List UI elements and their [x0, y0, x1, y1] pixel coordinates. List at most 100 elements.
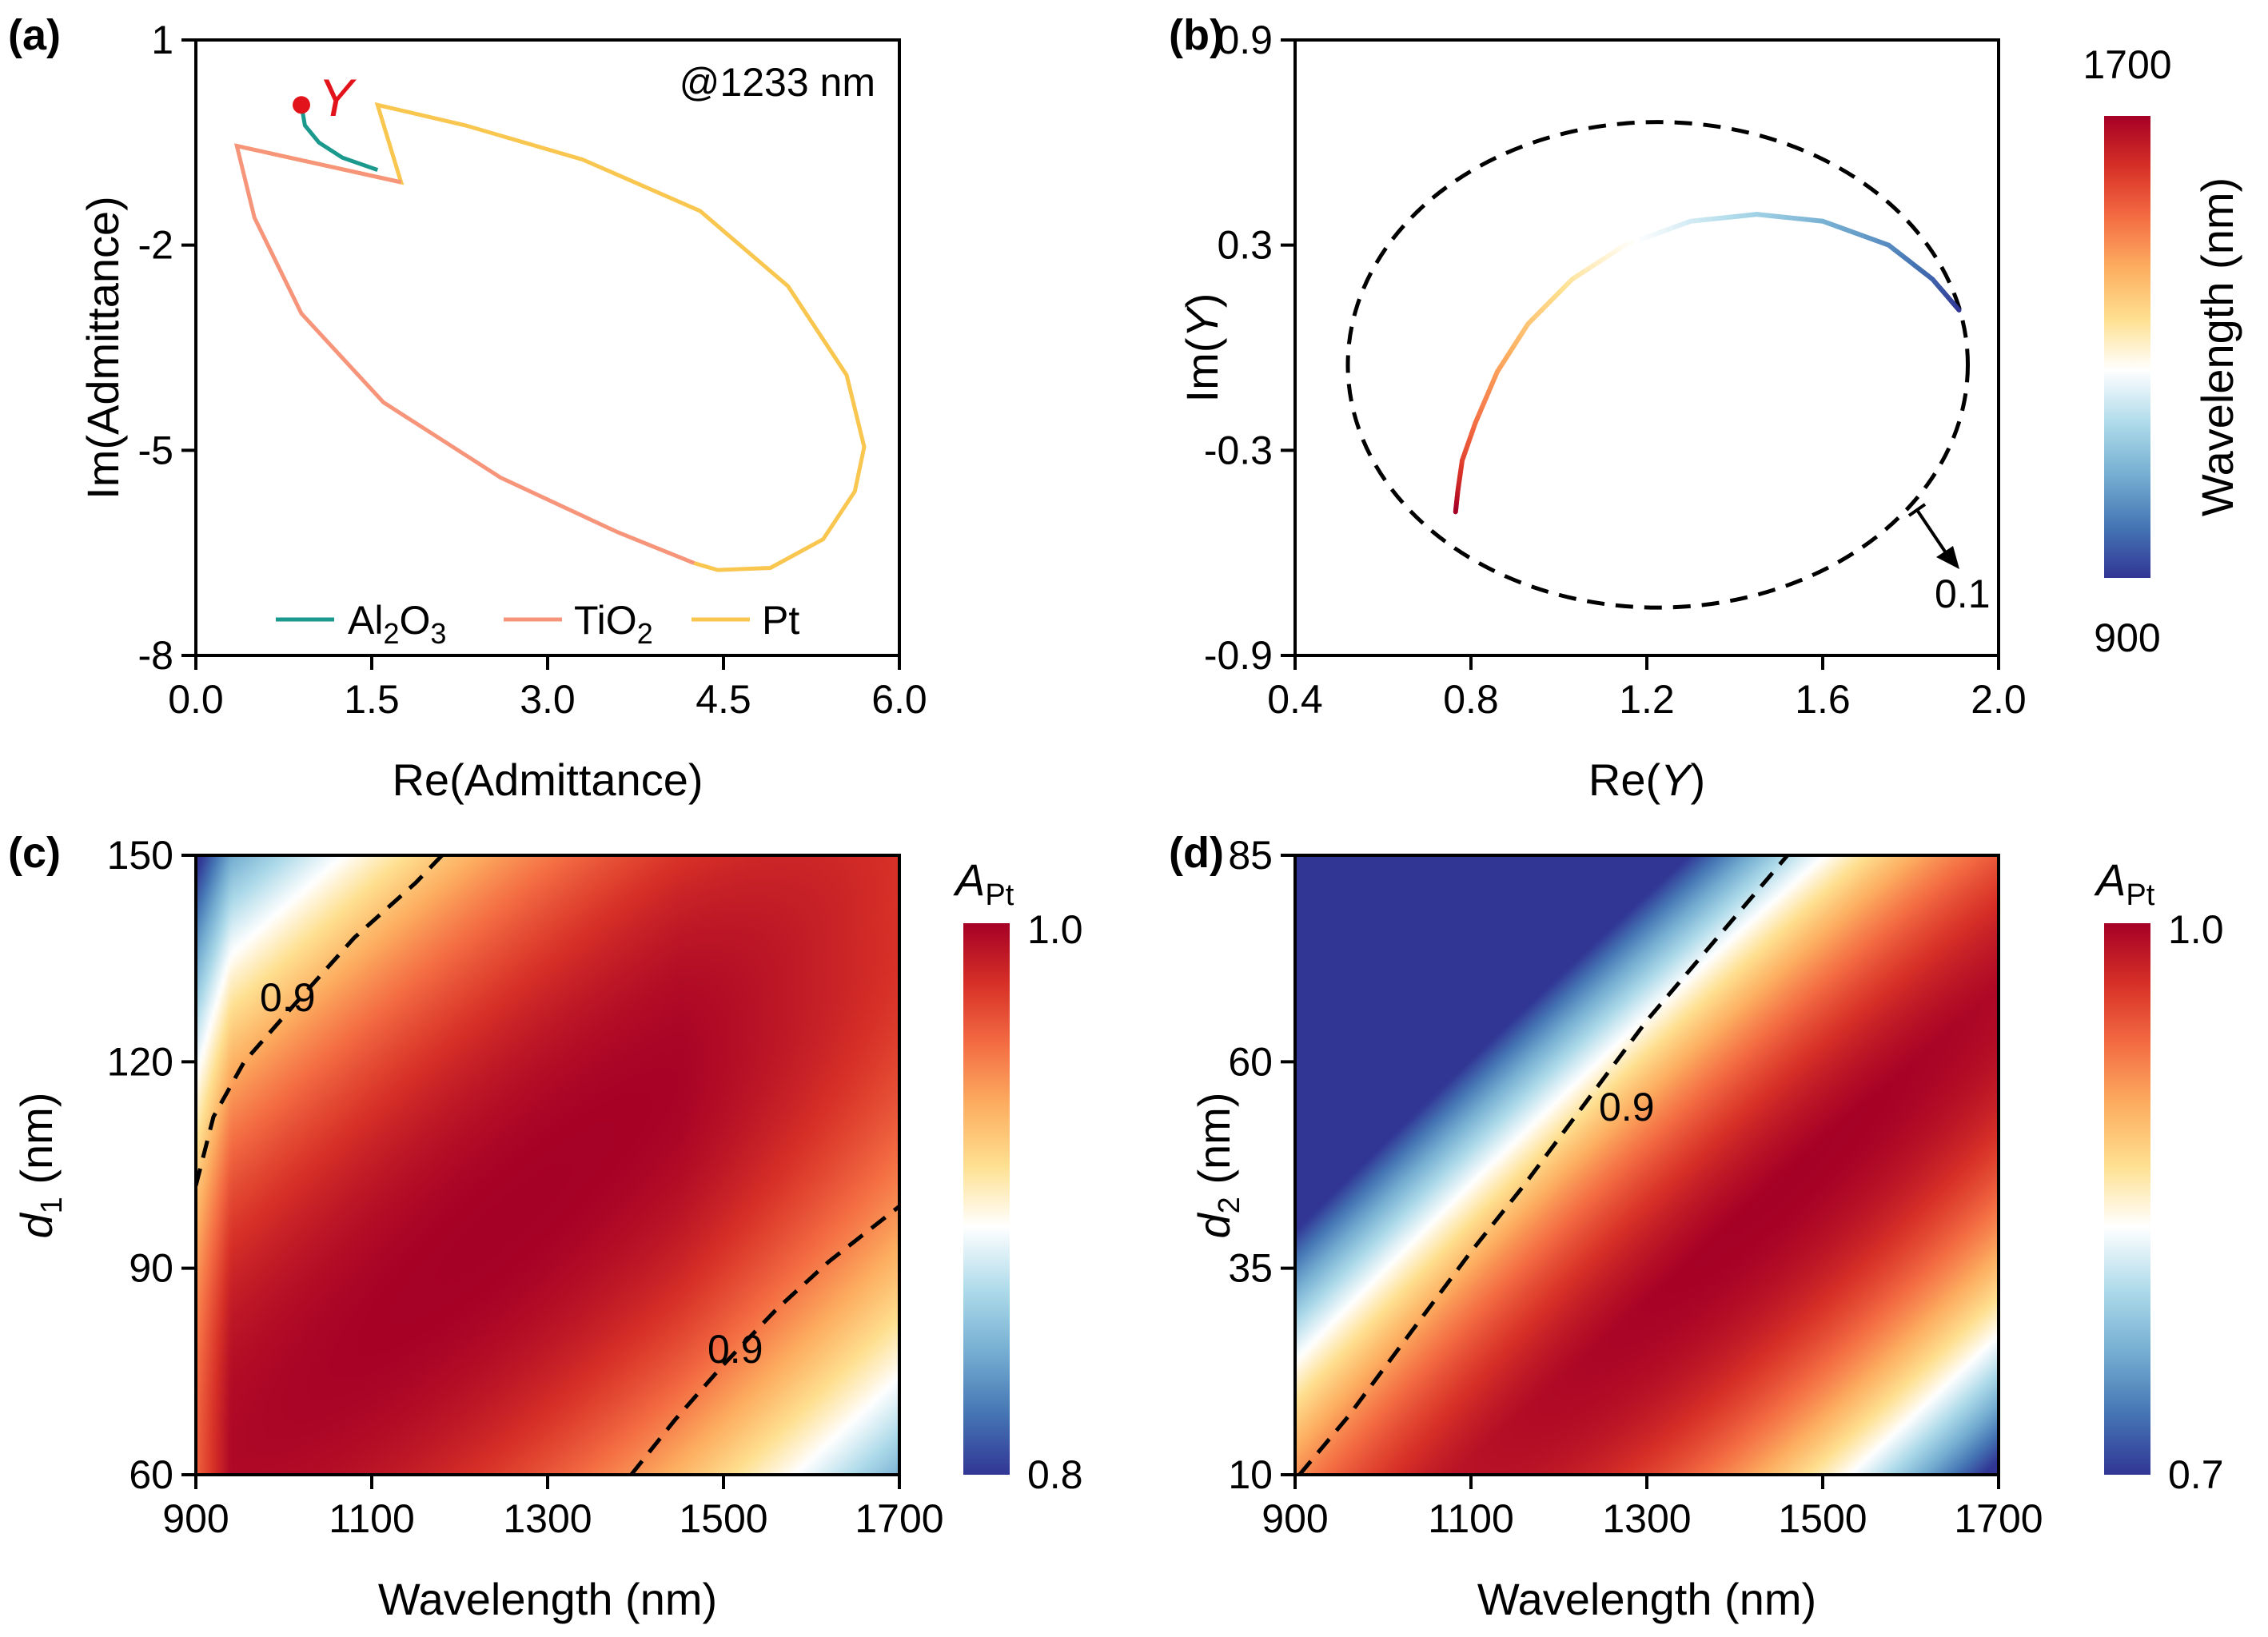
colorbar-d-gradient	[2104, 923, 2150, 1475]
panel-a-ylabel: Im(Admittance)	[78, 196, 128, 500]
contour-line	[1297, 855, 1789, 1475]
panel-b-colorbar: 1700 900 Wavelength (nm)	[2083, 42, 2242, 660]
x-tick-label: 6.0	[871, 677, 927, 722]
panel-d-yticks: 85 60 35 10	[1228, 833, 1295, 1497]
panel-a: (a) Im(Admittance) Re(Admittance) @1233 …	[8, 11, 927, 805]
x-tick-label: 1.2	[1619, 677, 1675, 722]
circle-0.1	[1345, 120, 1970, 610]
panel-c-xticks: 900 1100 1300 1500 1700	[162, 1475, 944, 1541]
colorbar-d-min-label: 0.7	[2168, 1452, 2224, 1497]
y-tick-label: 35	[1228, 1246, 1273, 1291]
heatmap-d	[1295, 855, 1999, 1475]
panel-b-yticks: 0.9 0.3 -0.3 -0.9	[1204, 18, 1295, 678]
x-tick-label: 1100	[1428, 1496, 1514, 1541]
colorbar-d-title: APt	[2094, 854, 2155, 912]
y-tick-label: 60	[1228, 1039, 1273, 1084]
y-tick-label: 0.3	[1217, 223, 1273, 268]
admittance-curve	[1453, 212, 1962, 515]
x-tick-label: 1500	[1778, 1496, 1867, 1541]
panel-d-xticks: 900 1100 1300 1500 1700	[1262, 1475, 2043, 1541]
x-tick-label: 1300	[503, 1496, 592, 1541]
x-tick-label: 1700	[855, 1496, 943, 1541]
colorbar-b-gradient	[2104, 116, 2150, 578]
panel-d-ylabel: d2 (nm)	[1189, 1093, 1246, 1239]
y-marker-point	[293, 96, 310, 114]
x-tick-label: 1.5	[344, 677, 400, 722]
contour-c-label-1: 0.9	[260, 975, 316, 1020]
x-tick-label: 0.0	[168, 677, 224, 722]
colorbar-b-min-label: 900	[2094, 615, 2160, 660]
y-marker-label: Y	[318, 68, 357, 127]
panel-a-frame	[194, 38, 901, 657]
legend-label-tio2: TiO2	[574, 598, 653, 650]
colorbar-b-max-label: 1700	[2083, 42, 2171, 87]
y-tick-label: 60	[129, 1452, 173, 1497]
panel-a-series	[233, 96, 867, 572]
x-tick-label: 1500	[679, 1496, 767, 1541]
x-tick-label: 1.6	[1795, 677, 1851, 722]
x-tick-label: 3.0	[520, 677, 576, 722]
panel-a-legend: Al2O3 TiO2 Pt	[276, 598, 799, 650]
tio2-line	[233, 143, 696, 565]
panel-a-label: (a)	[8, 11, 61, 59]
y-tick-label: 10	[1228, 1452, 1273, 1497]
panel-b-frame	[1293, 38, 2000, 657]
contours-c	[196, 855, 899, 1475]
panel-b: (b) 0.1 Im(Y) Re(Y) 0.4 0.8 1.2 1.6 2.0 0.90…	[1169, 11, 2242, 805]
y-tick-label: 85	[1228, 833, 1273, 878]
panel-d-label: (d)	[1169, 829, 1224, 877]
y-tick-label: -8	[138, 633, 173, 678]
panel-b-ylabel: Im(Y)	[1177, 293, 1227, 403]
y-tick-label: -5	[138, 428, 173, 472]
x-tick-label: 4.5	[696, 677, 751, 722]
colorbar-c-title: APt	[953, 854, 1014, 912]
panel-b-xlabel: Re(Y)	[1588, 755, 1705, 805]
x-tick-label: 1100	[329, 1496, 415, 1541]
panel-a-xlabel: Re(Admittance)	[392, 755, 703, 805]
colorbar-d-max-label: 1.0	[2168, 907, 2224, 952]
colorbar-b-title: Wavelength (nm)	[2192, 177, 2242, 516]
y-tick-label: 150	[107, 833, 173, 878]
circle-label-arrow	[1907, 503, 1959, 569]
x-tick-label: 900	[162, 1496, 229, 1541]
contour-line	[629, 1205, 899, 1475]
panel-c-ylabel: d1 (nm)	[11, 1093, 69, 1239]
circle-label: 0.1	[1935, 572, 1991, 616]
legend-label-pt: Pt	[762, 598, 799, 643]
x-tick-label: 1300	[1602, 1496, 1691, 1541]
panel-d-colorbar: 1.0 0.7 APt	[2094, 854, 2224, 1497]
contour-c-label-2: 0.9	[708, 1327, 763, 1372]
wavelength-annotation: @1233 nm	[680, 60, 875, 105]
colorbar-c-gradient	[963, 923, 1010, 1475]
panel-b-label: (b)	[1169, 11, 1224, 59]
al2o3-line	[299, 104, 379, 172]
y-tick-label: 90	[129, 1246, 173, 1291]
x-tick-label: 1700	[1954, 1496, 2043, 1541]
x-tick-label: 2.0	[1971, 677, 2027, 722]
panel-c-xlabel: Wavelength (nm)	[378, 1574, 717, 1624]
y-tick-label: -0.3	[1204, 428, 1273, 472]
panel-d-xlabel: Wavelength (nm)	[1477, 1574, 1816, 1624]
panel-c: (c) 0.9 0.9 Wavelength (nm) d1 (nm) 900 1…	[8, 829, 1083, 1624]
x-tick-label: 0.4	[1267, 677, 1323, 722]
panel-c-colorbar: 1.0 0.8 APt	[953, 854, 1083, 1497]
y-tick-label: 0.9	[1217, 18, 1273, 62]
y-tick-label: -0.9	[1204, 633, 1273, 678]
x-tick-label: 0.8	[1443, 677, 1499, 722]
panel-a-xticks: 0.0 1.5 3.0 4.5 6.0	[168, 655, 927, 722]
y-tick-label: 120	[107, 1039, 173, 1084]
contour-line	[196, 855, 444, 1186]
panel-c-label: (c)	[8, 829, 61, 877]
panel-c-yticks: 150 120 90 60	[107, 833, 196, 1497]
y-tick-label: 1	[151, 18, 173, 62]
heatmap-c	[196, 855, 899, 1475]
x-tick-label: 900	[1262, 1496, 1328, 1541]
panel-b-xticks: 0.4 0.8 1.2 1.6 2.0	[1267, 655, 2027, 722]
colorbar-c-min-label: 0.8	[1027, 1452, 1083, 1497]
contour-d-label-1: 0.9	[1599, 1085, 1655, 1129]
contours-d	[1297, 855, 1789, 1475]
panel-d: (d) 0.9 Wavelength (nm) d2 (nm) 900 1100 1…	[1169, 829, 2224, 1624]
colorbar-c-max-label: 1.0	[1027, 907, 1083, 952]
y-tick-label: -2	[138, 223, 173, 268]
